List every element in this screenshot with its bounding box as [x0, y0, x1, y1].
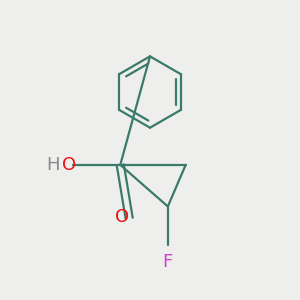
Text: O: O [115, 208, 129, 226]
Text: H: H [47, 156, 60, 174]
Text: F: F [163, 253, 173, 271]
Text: O: O [61, 156, 76, 174]
